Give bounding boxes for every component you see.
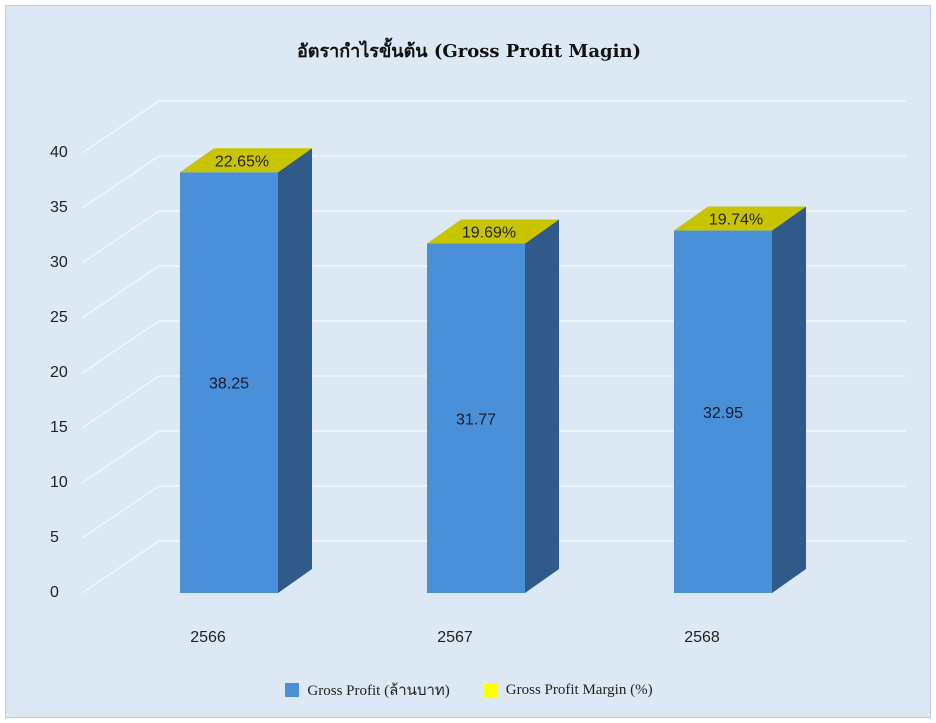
y-tick-label: 25 (50, 309, 68, 326)
y-tick-label: 15 (50, 419, 68, 436)
bar (674, 230, 772, 594)
bar (427, 243, 525, 593)
gridline-side (81, 430, 160, 484)
y-tick-label: 40 (50, 144, 68, 161)
gridline-side (81, 540, 160, 594)
legend-entry-gross-profit-margin: Gross Profit Margin (%) (483, 681, 653, 699)
bar-value-label: 31.77 (456, 411, 496, 428)
bar-side (772, 206, 806, 594)
bar (180, 172, 278, 593)
bar-value-label: 32.95 (703, 405, 743, 422)
gridline-side (81, 320, 160, 374)
margin-value-label: 22.65% (215, 153, 269, 170)
margin-cap (427, 219, 559, 244)
y-tick-label: 0 (50, 584, 59, 601)
x-tick-label: 2567 (437, 629, 473, 646)
x-tick-label: 2568 (684, 629, 720, 646)
gridline-side (81, 155, 160, 209)
y-tick-label: 30 (50, 254, 68, 271)
legend-label-gross-profit: Gross Profit (ล้านบาท) (307, 683, 450, 699)
legend-swatch-gross-profit-margin (483, 683, 498, 697)
margin-cap (674, 206, 806, 231)
gridline-side (81, 375, 160, 429)
x-tick-label: 2566 (190, 629, 226, 646)
bar-value-label: 38.25 (209, 376, 249, 393)
margin-value-label: 19.69% (462, 225, 516, 242)
chart-title: อัตรากำไรขั้นต้น (Gross Profit Magin) (296, 41, 642, 62)
legend: Gross Profit (ล้านบาท) Gross Profit Marg… (6, 678, 932, 702)
y-tick-label: 10 (50, 474, 68, 491)
gridline-side (81, 210, 160, 264)
margin-cap (180, 148, 312, 173)
y-tick-label: 20 (50, 364, 68, 381)
bar-side (525, 219, 559, 593)
margin-value-label: 19.74% (709, 212, 763, 229)
legend-entry-gross-profit: Gross Profit (ล้านบาท) (285, 678, 450, 702)
chart-frame: อัตรากำไรขั้นต้น (Gross Profit Magin) 0 5… (5, 5, 931, 718)
gross-profit-chart: 0 5 10 15 20 25 30 35 40 38.25 22.65% 2566 31.77 19.6… (50, 100, 906, 646)
gridline-side (81, 265, 160, 319)
y-tick-label: 5 (50, 529, 59, 546)
legend-swatch-gross-profit (285, 683, 300, 697)
gridline-side (81, 100, 160, 154)
legend-label-gross-profit-margin: Gross Profit Margin (%) (505, 681, 653, 698)
gridline-side (81, 485, 160, 539)
bar-side (278, 148, 312, 593)
y-tick-label: 35 (50, 199, 68, 216)
